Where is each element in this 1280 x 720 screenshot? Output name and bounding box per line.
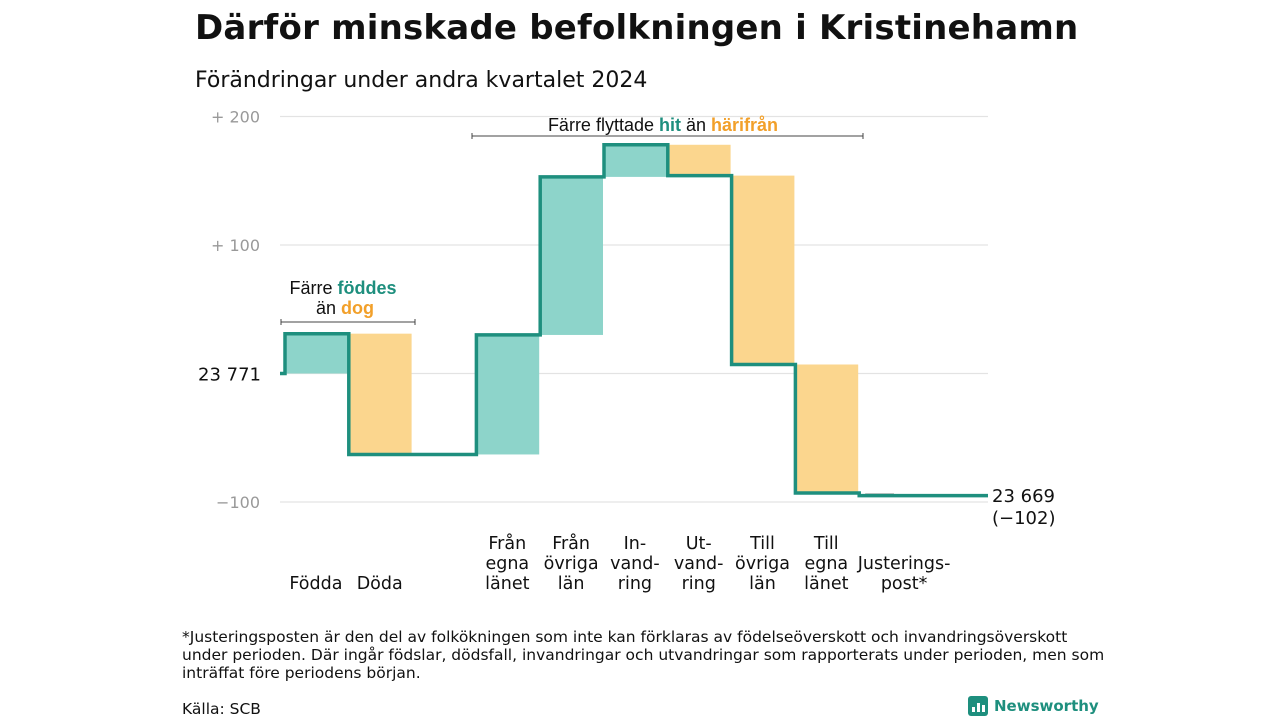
- chart-title: Därför minskade befolkningen i Kristineh…: [195, 8, 1079, 48]
- footnote: *Justeringsposten är den del av folkökni…: [182, 628, 1105, 682]
- category-label: egna: [485, 554, 529, 574]
- annotation-births-line1: Färre föddes: [289, 278, 396, 298]
- category-label: länet: [804, 574, 848, 594]
- category-label: Från: [552, 533, 590, 554]
- category-label: ring: [618, 574, 652, 594]
- bar-decrease-1: [349, 333, 412, 455]
- bar-decrease-7: [732, 175, 795, 365]
- category-label: ring: [682, 574, 716, 594]
- category-label: vand-: [610, 554, 660, 574]
- category-label: Justerings-: [857, 554, 951, 574]
- category-label: post*: [881, 574, 928, 594]
- annotation-part: hit: [659, 115, 681, 135]
- category-label: In-: [624, 534, 647, 554]
- annotation-births-line2: än dog: [316, 298, 374, 318]
- y-tick-label: + 200: [211, 108, 260, 127]
- start-value-label: 23 771: [198, 365, 261, 386]
- source-note: Källa: SCB: [182, 700, 261, 718]
- annotation-part: härifrån: [711, 115, 778, 135]
- annotation-part: föddes: [338, 278, 397, 298]
- bar-increase-0: [286, 333, 348, 374]
- bar-increase-5: [605, 144, 667, 177]
- category-label: övriga: [544, 554, 599, 574]
- category-label: Till: [749, 534, 775, 554]
- category-label: egna: [804, 554, 848, 574]
- category-label: Födda: [289, 574, 342, 594]
- category-label: Döda: [357, 574, 403, 594]
- annotation-part: Färre: [289, 278, 337, 298]
- annotation-part: än: [681, 115, 711, 135]
- y-tick-label: + 100: [211, 236, 260, 255]
- bar-decrease-6: [668, 144, 731, 176]
- cumulative-step-line: [280, 143, 988, 498]
- brand-name: Newsworthy: [994, 697, 1099, 715]
- annotation-migration-line1: Färre flyttade hit än härifrån: [548, 115, 778, 135]
- chart-subtitle: Förändringar under andra kvartalet 2024: [195, 68, 648, 93]
- bar-decrease-8: [796, 364, 859, 494]
- category-label: vand-: [674, 554, 724, 574]
- bar-increase-3: [477, 334, 540, 455]
- brand-logo: Newsworthy: [968, 696, 1099, 716]
- y-tick-label: −100: [216, 493, 260, 512]
- end-value-label: 23 669: [992, 486, 1055, 507]
- category-label: län: [558, 574, 585, 594]
- annotation-part: än: [316, 298, 341, 318]
- newsworthy-icon: [968, 696, 988, 716]
- category-label: Från: [488, 533, 526, 554]
- end-change-label: (−102): [992, 508, 1055, 529]
- annotation-part: Färre flyttade: [548, 115, 659, 135]
- category-label: Ut-: [686, 534, 712, 554]
- annotation-part: dog: [341, 298, 374, 318]
- category-label: övriga: [735, 554, 790, 574]
- category-label: länet: [485, 574, 529, 594]
- category-label: Till: [813, 534, 839, 554]
- bar-increase-4: [541, 176, 603, 335]
- category-label: län: [749, 574, 776, 594]
